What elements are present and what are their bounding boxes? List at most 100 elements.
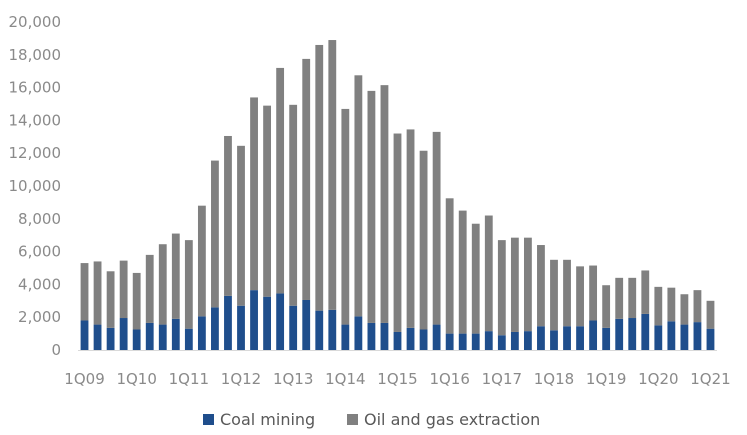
x-tick-label: 1Q13 — [273, 370, 313, 388]
bar-coal-mining-4Q20 — [693, 322, 702, 350]
bar-oil-and-gas-extraction-4Q10 — [171, 233, 180, 319]
bar-coal-mining-4Q17 — [537, 326, 545, 350]
bar-oil-and-gas-extraction-4Q09 — [119, 260, 128, 319]
bar-oil-and-gas-extraction-2Q18 — [563, 259, 571, 327]
bar-oil-and-gas-extraction-2Q15 — [406, 129, 415, 328]
bar-coal-mining-2Q18 — [563, 326, 571, 350]
bar-oil-and-gas-extraction-1Q21 — [706, 300, 715, 329]
bar-coal-mining-1Q10 — [132, 329, 141, 350]
bar-coal-mining-3Q18 — [576, 326, 584, 350]
bar-coal-mining-4Q12 — [276, 293, 285, 350]
bar-oil-and-gas-extraction-2Q10 — [145, 254, 154, 323]
bar-coal-mining-4Q16 — [484, 331, 493, 350]
bar-oil-and-gas-extraction-3Q13 — [315, 44, 324, 311]
bar-oil-and-gas-extraction-2Q13 — [302, 58, 311, 300]
bar-coal-mining-2Q20 — [667, 321, 676, 350]
y-tick-label: 20,000 — [9, 13, 62, 31]
bar-coal-mining-1Q20 — [654, 325, 663, 350]
bar-coal-mining-2Q10 — [145, 322, 154, 350]
legend-swatch-oil-and-gas-extraction — [347, 414, 358, 425]
bar-coal-mining-4Q09 — [119, 318, 128, 350]
bar-coal-mining-3Q20 — [680, 324, 689, 350]
bar-oil-and-gas-extraction-1Q16 — [445, 198, 454, 334]
bar-oil-and-gas-extraction-4Q18 — [589, 265, 598, 321]
y-tick-label: 6,000 — [18, 243, 61, 261]
bar-coal-mining-3Q09 — [106, 327, 115, 350]
bar-coal-mining-2Q13 — [302, 299, 311, 350]
bar-coal-mining-3Q19 — [628, 318, 637, 350]
bar-oil-and-gas-extraction-1Q09 — [80, 263, 89, 321]
y-tick-label: 12,000 — [9, 144, 62, 162]
bar-oil-and-gas-extraction-4Q11 — [224, 135, 232, 296]
bar-oil-and-gas-extraction-3Q16 — [471, 223, 480, 334]
bar-oil-and-gas-extraction-1Q10 — [132, 272, 141, 330]
bar-oil-and-gas-extraction-3Q14 — [367, 90, 376, 323]
y-tick-label: 18,000 — [9, 46, 62, 64]
y-tick-label: 2,000 — [18, 308, 61, 326]
y-tick-label: 14,000 — [9, 111, 62, 129]
bar-coal-mining-3Q15 — [419, 329, 428, 350]
bar-oil-and-gas-extraction-3Q17 — [523, 237, 532, 332]
bar-oil-and-gas-extraction-3Q10 — [158, 244, 167, 325]
bar-oil-and-gas-extraction-2Q12 — [250, 97, 258, 291]
bar-oil-and-gas-extraction-4Q13 — [328, 40, 337, 310]
bar-coal-mining-4Q18 — [589, 320, 598, 350]
legend-swatch-coal-mining — [203, 414, 214, 425]
bar-coal-mining-1Q18 — [550, 330, 558, 350]
bar-oil-and-gas-extraction-3Q11 — [211, 160, 219, 308]
bar-oil-and-gas-extraction-4Q17 — [537, 245, 545, 327]
legend: Coal mining Oil and gas extraction — [203, 410, 540, 429]
bar-coal-mining-3Q10 — [158, 324, 167, 350]
bar-coal-mining-2Q12 — [250, 290, 258, 350]
bar-coal-mining-1Q09 — [80, 320, 89, 350]
bar-oil-and-gas-extraction-4Q14 — [380, 85, 389, 323]
bar-coal-mining-2Q19 — [615, 318, 624, 350]
bar-coal-mining-3Q11 — [211, 307, 219, 350]
legend-label-coal-mining: Coal mining — [220, 410, 315, 429]
bar-coal-mining-4Q10 — [171, 318, 180, 350]
bar-coal-mining-1Q17 — [497, 335, 506, 350]
bar-oil-and-gas-extraction-3Q12 — [263, 105, 272, 297]
bar-coal-mining-2Q11 — [197, 316, 206, 350]
x-tick-label: 1Q21 — [690, 370, 730, 388]
x-tick-label: 1Q19 — [586, 370, 626, 388]
bar-oil-and-gas-extraction-1Q12 — [237, 145, 245, 306]
bar-oil-and-gas-extraction-4Q15 — [432, 131, 441, 325]
bar-coal-mining-2Q17 — [510, 331, 519, 350]
bar-coal-mining-4Q13 — [328, 309, 337, 350]
bar-coal-mining-1Q12 — [237, 305, 245, 350]
bar-coal-mining-1Q21 — [706, 328, 715, 350]
bar-coal-mining-3Q12 — [263, 296, 272, 350]
y-tick-label: 4,000 — [18, 275, 61, 293]
bar-oil-and-gas-extraction-4Q19 — [641, 270, 650, 314]
bar-oil-and-gas-extraction-2Q20 — [667, 287, 676, 322]
bar-oil-and-gas-extraction-3Q18 — [576, 266, 584, 327]
bar-coal-mining-3Q13 — [315, 310, 324, 350]
legend-label-oil-and-gas-extraction: Oil and gas extraction — [364, 410, 540, 429]
bar-coal-mining-1Q13 — [289, 305, 298, 350]
bar-oil-and-gas-extraction-1Q14 — [341, 108, 350, 325]
x-tick-label: 1Q12 — [221, 370, 261, 388]
bars — [80, 40, 715, 350]
bar-oil-and-gas-extraction-1Q20 — [654, 286, 663, 326]
bar-oil-and-gas-extraction-3Q15 — [419, 150, 428, 330]
bar-coal-mining-1Q19 — [602, 327, 611, 350]
x-tick-label: 1Q16 — [429, 370, 469, 388]
bar-coal-mining-1Q11 — [184, 328, 193, 350]
x-tick-label: 1Q09 — [64, 370, 104, 388]
bar-oil-and-gas-extraction-4Q12 — [276, 67, 285, 294]
bar-coal-mining-3Q14 — [367, 322, 376, 350]
bar-coal-mining-3Q16 — [471, 333, 480, 350]
bar-coal-mining-2Q14 — [354, 316, 363, 350]
bar-coal-mining-2Q15 — [406, 327, 415, 350]
bar-oil-and-gas-extraction-2Q19 — [615, 277, 624, 319]
bar-oil-and-gas-extraction-2Q16 — [458, 210, 467, 334]
bar-coal-mining-2Q09 — [93, 324, 102, 350]
bar-coal-mining-1Q15 — [393, 331, 402, 350]
bar-coal-mining-1Q16 — [445, 333, 454, 350]
bar-oil-and-gas-extraction-4Q20 — [693, 290, 702, 323]
bar-oil-and-gas-extraction-1Q11 — [184, 240, 193, 329]
bar-coal-mining-4Q19 — [641, 313, 650, 350]
bar-oil-and-gas-extraction-1Q18 — [550, 259, 558, 331]
